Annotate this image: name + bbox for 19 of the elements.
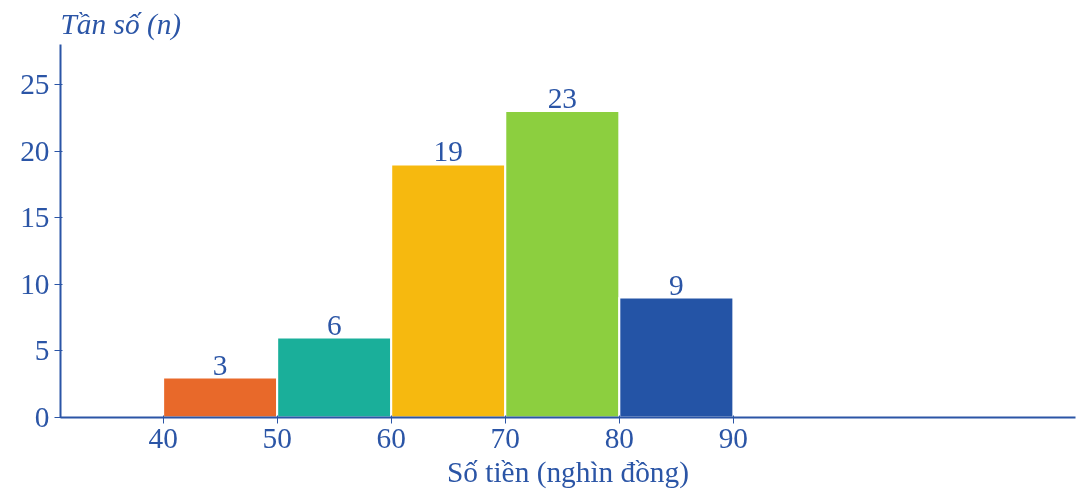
x-tick-label: 70 (490, 421, 520, 454)
x-tick-label: 80 (604, 421, 634, 454)
y-tick-label: 20 (20, 134, 50, 167)
x-tick-label: 90 (718, 421, 749, 454)
y-tick-label: 25 (20, 67, 50, 100)
data-label: 3 (212, 348, 228, 381)
y-tick-label: 0 (34, 401, 50, 433)
y-axis-title: Tần số (n) (60, 7, 182, 41)
x-tick-label: 60 (376, 421, 406, 454)
y-tick-label: 10 (20, 267, 50, 300)
data-label: 19 (433, 135, 463, 168)
x-tick-label: 50 (262, 421, 292, 454)
y-tick-label: 5 (34, 334, 50, 367)
data-label: 9 (669, 268, 684, 301)
data-label: 6 (326, 308, 342, 341)
data-label: 23 (547, 82, 577, 115)
x-tick-label: 40 (148, 421, 178, 454)
x-axis-title: Số tiền (nghìn đồng) (447, 455, 689, 489)
y-tick-label: 15 (20, 201, 50, 234)
